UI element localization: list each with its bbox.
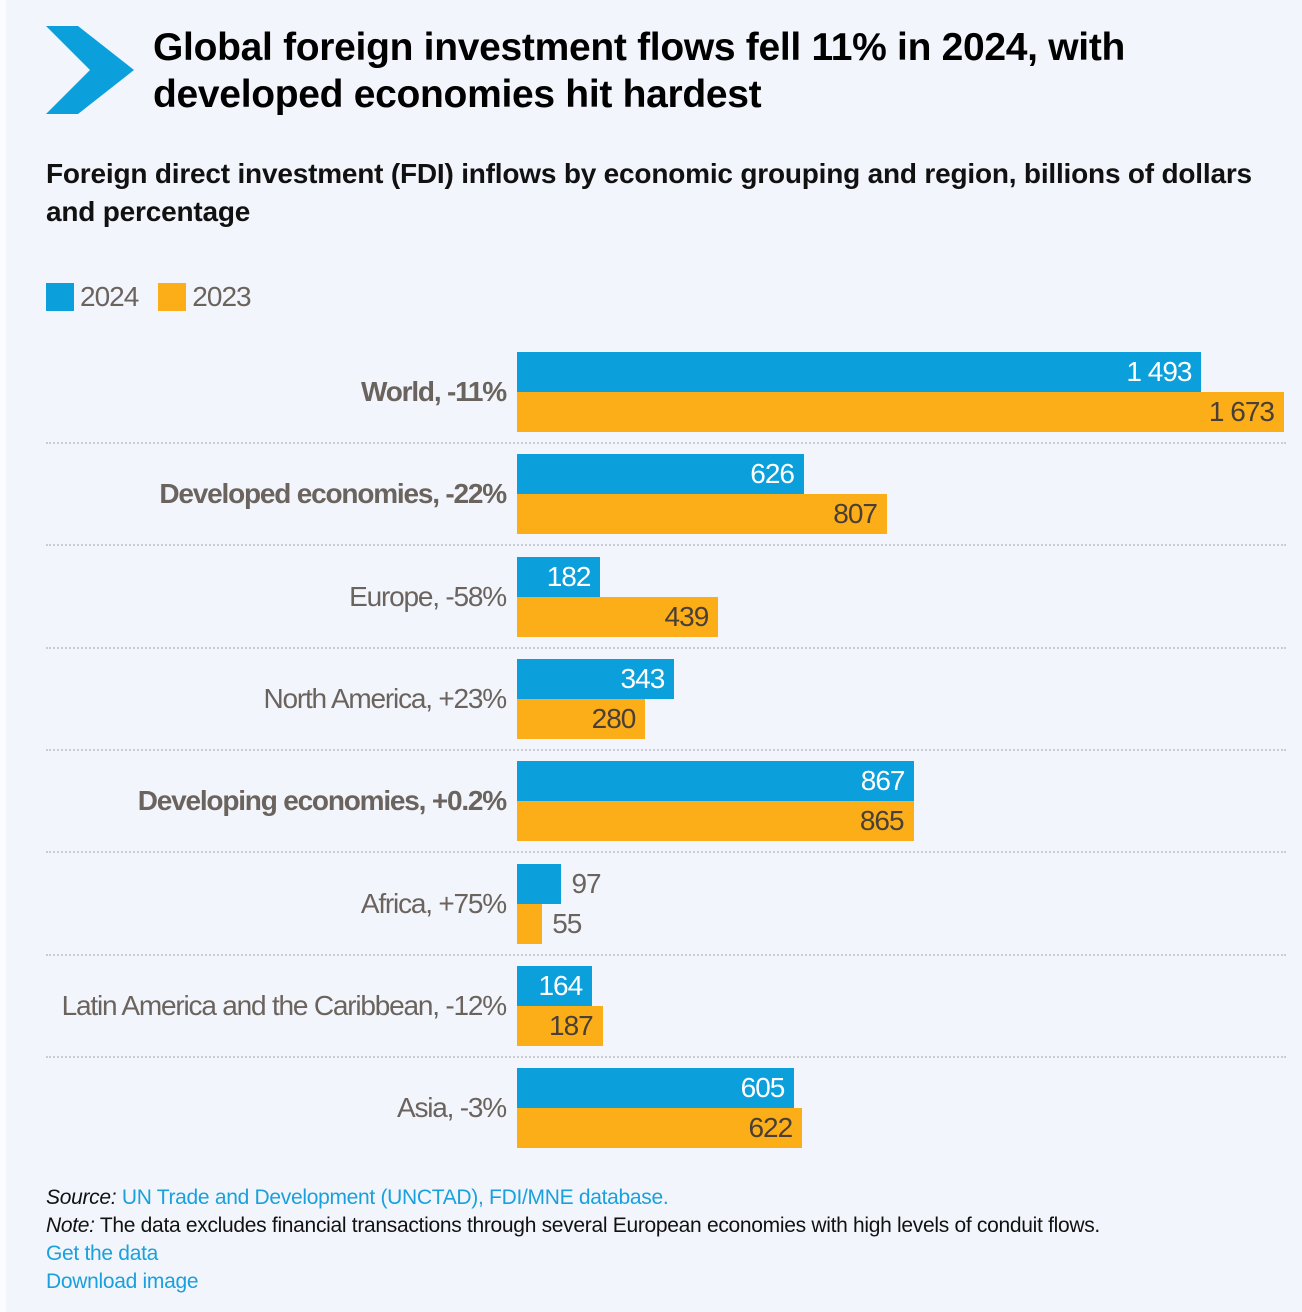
bar-2023 — [517, 698, 646, 739]
bar-2024 — [517, 863, 562, 904]
data-label-2023: 187 — [549, 1009, 594, 1041]
chevron-right-icon — [46, 26, 134, 114]
legend-label-2023: 2023 — [192, 281, 251, 312]
data-label-2024: 343 — [620, 662, 666, 694]
note-line: Note: The data excludes financial transa… — [46, 1212, 1100, 1240]
legend-item-2023: 2023 — [158, 281, 252, 313]
row-separator — [46, 442, 1286, 444]
legend-swatch-2023 — [158, 283, 187, 311]
note-label: Note: — [46, 1214, 95, 1237]
bar-2023 — [517, 801, 914, 842]
data-label-2023: 439 — [664, 600, 710, 632]
data-label-2024: 1 493 — [1126, 356, 1192, 387]
data-label-2023: 865 — [859, 805, 905, 837]
category-label: North America, +23% — [263, 682, 507, 714]
data-label-2024: 182 — [546, 560, 592, 592]
bar-2024 — [517, 352, 1202, 392]
bar-2023 — [517, 494, 887, 535]
bar-2024 — [517, 1068, 795, 1109]
data-label-2023: 55 — [552, 907, 582, 939]
bar-2024 — [517, 658, 675, 699]
legend: 2024 2023 — [46, 281, 271, 313]
data-label-2024: 97 — [571, 867, 601, 899]
bar-2023 — [517, 1005, 603, 1046]
row-separator — [46, 1055, 1286, 1058]
category-label: Africa, +75% — [360, 887, 507, 919]
data-label-2023: 280 — [591, 702, 637, 734]
footer: Source: UN Trade and Development (UNCTAD… — [46, 1184, 1100, 1296]
download-image-link[interactable]: Download image — [46, 1270, 199, 1293]
bar-2023 — [517, 903, 543, 944]
row-separator — [46, 646, 1286, 649]
row-separator — [46, 748, 1286, 751]
data-label-2024: 626 — [750, 458, 795, 490]
row-separator — [46, 544, 1286, 547]
category-label: World, -11% — [361, 376, 507, 407]
get-data-link[interactable]: Get the data — [46, 1242, 158, 1265]
source-line: Source: UN Trade and Development (UNCTAD… — [46, 1184, 1100, 1212]
bar-2024 — [517, 965, 593, 1006]
bar-2024 — [517, 556, 601, 597]
data-label-2023: 622 — [748, 1112, 793, 1144]
source-label: Source: — [46, 1186, 117, 1209]
bar-2023 — [517, 1108, 803, 1149]
bar-2023 — [517, 596, 719, 637]
chart-subtitle: Foreign direct investment (FDI) inflows … — [46, 158, 1252, 227]
row-separator — [46, 953, 1286, 956]
category-label: Latin America and the Caribbean, -12% — [61, 989, 508, 1021]
legend-item-2024: 2024 — [46, 281, 139, 313]
data-label-2024: 605 — [740, 1072, 786, 1104]
page-edge — [0, 0, 6, 1312]
note-text: The data excludes financial transactions… — [99, 1214, 1100, 1237]
category-label: Europe, -58% — [349, 580, 507, 612]
category-label: Developed economies, -22% — [159, 478, 507, 510]
legend-swatch-2024 — [46, 283, 74, 311]
legend-label-2024: 2024 — [80, 281, 139, 312]
category-label: Asia, -3% — [396, 1092, 507, 1124]
source-link[interactable]: UN Trade and Development (UNCTAD), FDI/M… — [121, 1186, 669, 1209]
bar-2024 — [517, 454, 804, 495]
data-label-2023: 807 — [833, 498, 878, 530]
data-label-2023: 1 673 — [1208, 396, 1275, 427]
row-separator — [46, 851, 1286, 854]
chart-title: Global foreign investment flows fell 11%… — [153, 26, 1126, 116]
category-label: Developing economies, +0.2% — [137, 785, 507, 817]
bar-2023 — [517, 392, 1284, 432]
bar-2024 — [517, 761, 915, 802]
data-label-2024: 164 — [538, 969, 583, 1001]
data-label-2024: 867 — [860, 765, 906, 797]
